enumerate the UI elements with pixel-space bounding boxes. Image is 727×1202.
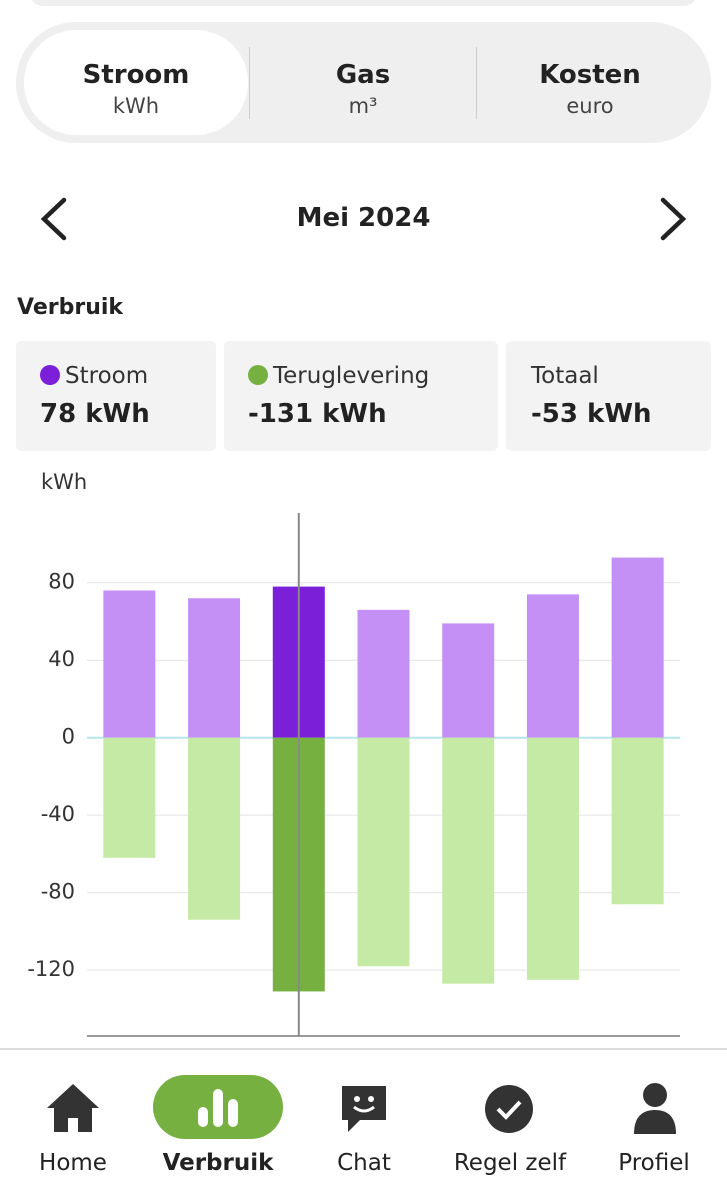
tab-label: Kosten (539, 60, 641, 90)
card: Stroom 78 kWh (16, 341, 216, 451)
bar (103, 737, 156, 858)
y-tick-label: 0 (62, 725, 75, 749)
tab-unit: euro (566, 94, 614, 118)
bar (357, 609, 410, 738)
card-label-text: Stroom (65, 363, 149, 389)
separator (476, 47, 477, 119)
bar (611, 737, 664, 905)
profile-icon[interactable] (632, 1082, 678, 1136)
bar (442, 737, 495, 984)
bar (188, 598, 241, 738)
y-tick-label: 40 (48, 647, 75, 671)
chart-icon[interactable] (195, 1087, 241, 1129)
nav-item[interactable]: Regel zelf (453, 1150, 567, 1176)
chat-icon[interactable] (338, 1084, 390, 1136)
bar (526, 737, 579, 980)
tab[interactable]: Stroom kWh (24, 30, 248, 135)
y-axis-label: kWh (41, 470, 87, 494)
tab-label: Stroom (82, 60, 190, 90)
card-value: -131 kWh (248, 399, 387, 429)
bar (188, 737, 241, 920)
bar (103, 590, 156, 738)
y-tick-label: 80 (48, 570, 75, 594)
card: Teruglevering -131 kWh (224, 341, 498, 451)
prev-arrow[interactable] (36, 196, 72, 242)
check-icon[interactable] (484, 1084, 534, 1134)
y-tick-label: -80 (41, 880, 75, 904)
top-bar (30, 0, 697, 6)
home-icon[interactable] (45, 1082, 101, 1134)
bar (357, 737, 410, 967)
legend-dot (40, 365, 60, 385)
tab-unit: m³ (348, 94, 378, 118)
bottom-nav: Home Verbruik Chat Regel zelf Profiel (0, 1048, 727, 1202)
tab-label: Gas (335, 60, 391, 90)
nav-item[interactable]: Verbruik (162, 1150, 274, 1176)
card: Totaal -53 kWh (506, 341, 711, 451)
nav-item[interactable]: Home (39, 1150, 107, 1176)
y-tick-label: -40 (41, 802, 75, 826)
tab-unit: kWh (112, 94, 160, 118)
period: Mei 2024 (296, 203, 431, 233)
section-title: Verbruik (17, 295, 124, 320)
tab[interactable]: Kosten euro (478, 30, 702, 135)
bar (611, 557, 664, 738)
bar (526, 594, 579, 738)
card-value: 78 kWh (40, 399, 150, 429)
nav-item[interactable]: Chat (337, 1150, 391, 1176)
card-label: Teruglevering (248, 363, 429, 389)
bar (442, 623, 495, 738)
nav-item[interactable]: Profiel (618, 1150, 690, 1176)
card-label: Stroom (40, 363, 148, 389)
legend-dot (248, 365, 268, 385)
card-label-text: Teruglevering (273, 363, 430, 389)
card-value: -53 kWh (531, 399, 652, 429)
next-arrow[interactable] (655, 196, 691, 242)
y-tick-label: -120 (27, 957, 75, 981)
chart: kWh -120 -80 -40 0 40 80 (27, 470, 680, 1037)
separator (249, 47, 250, 119)
tab[interactable]: Gas m³ (251, 30, 475, 135)
card-label: Totaal (531, 363, 599, 389)
tab-bar: Stroom kWh Gas m³ Kosten euro (16, 22, 711, 143)
